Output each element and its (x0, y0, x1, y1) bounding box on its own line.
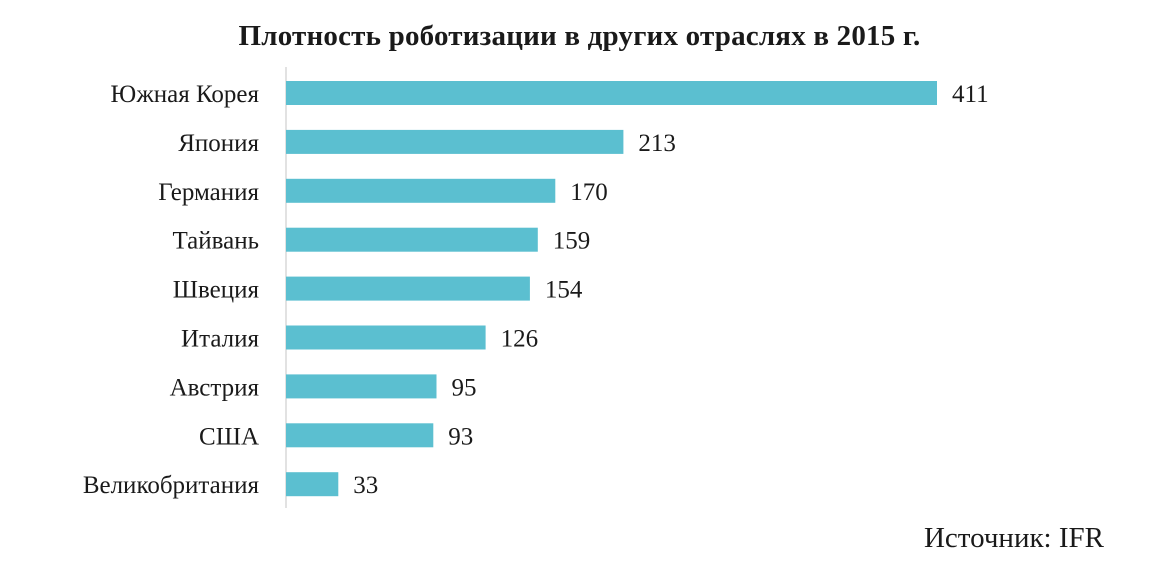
category-label: Тайвань (173, 228, 259, 255)
source-note: Источник: IFR (923, 522, 1104, 554)
value-label: 159 (553, 228, 591, 255)
category-label: Австрия (170, 374, 260, 401)
value-label: 154 (545, 277, 583, 304)
bar (286, 81, 937, 105)
value-label: 126 (501, 326, 538, 353)
bar (286, 472, 339, 497)
category-label: Великобритания (83, 472, 260, 499)
category-label: Италия (181, 326, 259, 353)
bar (286, 423, 434, 448)
bar (286, 374, 437, 399)
bar (286, 276, 530, 301)
value-label: 93 (448, 423, 473, 450)
bar (286, 129, 624, 154)
value-label: 411 (952, 81, 989, 108)
category-label: Южная Корея (110, 81, 259, 108)
value-label: 33 (353, 472, 378, 499)
chart-title: Плотность роботизации в других отраслях … (238, 20, 921, 52)
value-label: 213 (638, 130, 676, 157)
bar (286, 178, 556, 203)
bars-layer: Южная Корея 411 Япония 213 Германия 170 Тайван… (83, 81, 989, 499)
bar (286, 227, 538, 252)
category-label: США (199, 423, 259, 450)
category-label: Япония (178, 130, 259, 157)
category-label: Германия (158, 179, 259, 206)
category-label: Швеция (173, 277, 260, 304)
bar (286, 325, 486, 350)
value-label: 170 (570, 179, 608, 206)
value-label: 95 (452, 374, 477, 401)
